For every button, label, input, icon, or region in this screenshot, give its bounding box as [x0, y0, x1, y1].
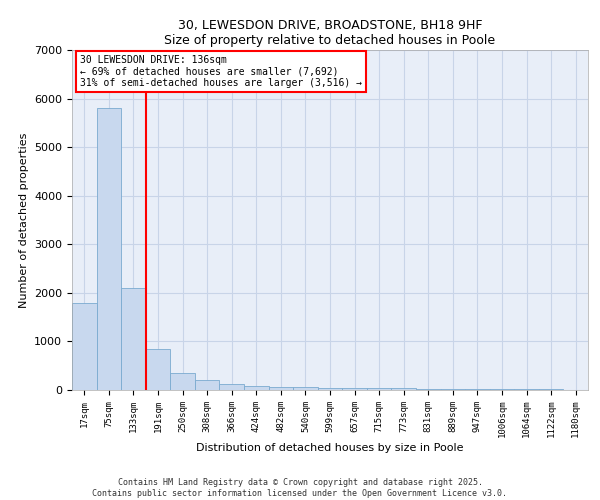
- Bar: [490, 389, 514, 390]
- Bar: [244, 386, 269, 390]
- Bar: [440, 389, 465, 390]
- X-axis label: Distribution of detached houses by size in Poole: Distribution of detached houses by size …: [196, 443, 464, 453]
- Title: 30, LEWESDON DRIVE, BROADSTONE, BH18 9HF
Size of property relative to detached h: 30, LEWESDON DRIVE, BROADSTONE, BH18 9HF…: [164, 20, 496, 48]
- Bar: [416, 388, 440, 390]
- Text: 30 LEWESDON DRIVE: 136sqm
← 69% of detached houses are smaller (7,692)
31% of se: 30 LEWESDON DRIVE: 136sqm ← 69% of detac…: [80, 55, 362, 88]
- Text: Contains HM Land Registry data © Crown copyright and database right 2025.
Contai: Contains HM Land Registry data © Crown c…: [92, 478, 508, 498]
- Bar: [72, 302, 97, 390]
- Bar: [195, 380, 220, 390]
- Bar: [391, 388, 416, 390]
- Bar: [170, 373, 195, 390]
- Bar: [465, 389, 490, 390]
- Bar: [293, 388, 318, 390]
- Bar: [146, 348, 170, 390]
- Bar: [318, 388, 342, 390]
- Bar: [269, 387, 293, 390]
- Y-axis label: Number of detached properties: Number of detached properties: [19, 132, 29, 308]
- Bar: [97, 108, 121, 390]
- Bar: [121, 288, 146, 390]
- Bar: [367, 388, 391, 390]
- Bar: [342, 388, 367, 390]
- Bar: [220, 384, 244, 390]
